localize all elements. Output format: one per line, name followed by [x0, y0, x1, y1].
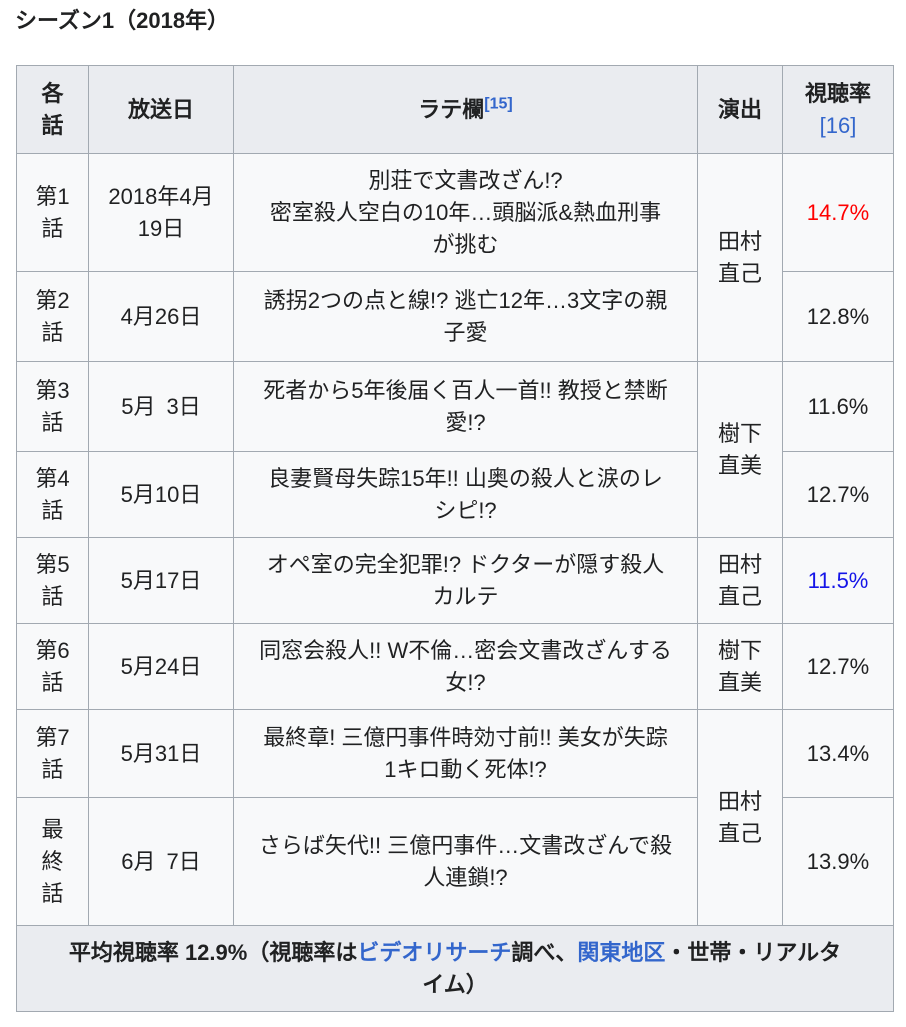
- episode-cell: 最 終 話: [16, 797, 89, 927]
- table-row: 第5 話 5月17日 オペ室の完全犯罪!? ドクターが隠す殺人 カルテ 田村 直…: [16, 537, 894, 625]
- kanto-district-link[interactable]: 関東地区: [577, 939, 666, 965]
- episode-cell: 第1 話: [16, 153, 89, 273]
- ref-15-link[interactable]: [15]: [484, 95, 513, 113]
- rating-cell: 12.8%: [782, 271, 894, 363]
- broadcast-date-cell: 4月26日: [88, 271, 234, 363]
- broadcast-date-cell: 5月24日: [88, 623, 234, 711]
- footer-text: 調べ、: [511, 939, 578, 965]
- director-cell: 樹下 直美: [697, 361, 783, 539]
- table-row: 第2 話 4月26日 誘拐2つの点と線!? 逃亡12年…3文字の親 子愛 12.…: [16, 271, 894, 363]
- broadcast-date-cell: 5月31日: [88, 709, 234, 799]
- table-row: 第1 話 2018年4月 19日 別荘で文書改ざん!? 密室殺人空白の10年…頭…: [16, 153, 894, 363]
- latte-cell: 同窓会殺人!! W不倫…密会文書改ざんする 女!?: [233, 623, 698, 711]
- episode-cell: 第3 話: [16, 361, 89, 453]
- table-row: 第4 話 5月10日 良妻賢母失踪15年!! 山奥の殺人と涙のレ シピ!? 12…: [16, 451, 894, 539]
- header-latte: ラテ欄[15]: [233, 65, 698, 155]
- director-cell: 田村 直己: [697, 709, 783, 927]
- table-footer: 平均視聴率 12.9%（視聴率はビデオリサーチ調べ、関東地区・世帯・リアルタ イ…: [16, 925, 894, 1013]
- director-cell: 田村 直己: [697, 153, 783, 363]
- header-rating-label: 視聴率: [804, 80, 871, 106]
- footer-text: 平均視聴率 12.9%（視聴率は: [68, 939, 358, 965]
- latte-cell: 死者から5年後届く百人一首!! 教授と禁断 愛!?: [233, 361, 698, 453]
- table-row: 第7 話 5月31日 最終章! 三億円事件時効寸前!! 美女が失踪 1キロ動く死…: [16, 709, 894, 927]
- header-latte-label: ラテ欄: [418, 96, 485, 122]
- header-director: 演出: [697, 65, 783, 155]
- ref-16-link[interactable]: [16]: [819, 112, 857, 138]
- latte-cell: 最終章! 三億円事件時効寸前!! 美女が失踪 1キロ動く死体!?: [233, 709, 698, 799]
- table-row: 第6 話 5月24日 同窓会殺人!! W不倫…密会文書改ざんする 女!? 樹下 …: [16, 623, 894, 711]
- episode-cell: 第6 話: [16, 623, 89, 711]
- latte-cell: 良妻賢母失踪15年!! 山奥の殺人と涙のレ シピ!?: [233, 451, 698, 539]
- episode-cell: 第5 話: [16, 537, 89, 625]
- broadcast-date-cell: 6月 7日: [88, 797, 234, 927]
- table-row: 最 終 話 6月 7日 さらば矢代!! 三億円事件…文書改ざんで殺 人連鎖!? …: [16, 797, 894, 927]
- rating-cell: 13.4%: [782, 709, 894, 799]
- latte-cell: 誘拐2つの点と線!? 逃亡12年…3文字の親 子愛: [233, 271, 698, 363]
- latte-cell: 別荘で文書改ざん!? 密室殺人空白の10年…頭脳派&熱血刑事 が挑む: [233, 153, 698, 273]
- table-footer-row: 平均視聴率 12.9%（視聴率はビデオリサーチ調べ、関東地区・世帯・リアルタ イ…: [16, 925, 894, 1013]
- episode-cell: 第7 話: [16, 709, 89, 799]
- header-rating: 視聴率 [16]: [782, 65, 894, 155]
- rating-cell: 12.7%: [782, 451, 894, 539]
- table-row: 第3 話 5月 3日 死者から5年後届く百人一首!! 教授と禁断 愛!? 樹下 …: [16, 361, 894, 539]
- broadcast-date-cell: 2018年4月 19日: [88, 153, 234, 273]
- episode-cell: 第4 話: [16, 451, 89, 539]
- header-broadcast-date: 放送日: [88, 65, 234, 155]
- episode-table: 各 話 放送日 ラテ欄[15] 演出 視聴率 [16] 第1 話 2018年4月 …: [16, 65, 894, 1013]
- video-research-link[interactable]: ビデオリサーチ: [357, 939, 512, 965]
- latte-cell: さらば矢代!! 三億円事件…文書改ざんで殺 人連鎖!?: [233, 797, 698, 927]
- rating-cell-highest: 14.7%: [782, 153, 894, 273]
- table-header-row: 各 話 放送日 ラテ欄[15] 演出 視聴率 [16]: [16, 65, 894, 155]
- section-title: シーズン1（2018年）: [15, 8, 230, 33]
- rating-cell: 11.6%: [782, 361, 894, 453]
- rating-cell: 12.7%: [782, 623, 894, 711]
- director-cell: 田村 直己: [697, 537, 783, 625]
- broadcast-date-cell: 5月 3日: [88, 361, 234, 453]
- broadcast-date-cell: 5月17日: [88, 537, 234, 625]
- director-cell: 樹下 直美: [697, 623, 783, 711]
- rating-cell: 13.9%: [782, 797, 894, 927]
- rating-cell-lowest: 11.5%: [782, 537, 894, 625]
- latte-cell: オペ室の完全犯罪!? ドクターが隠す殺人 カルテ: [233, 537, 698, 625]
- broadcast-date-cell: 5月10日: [88, 451, 234, 539]
- header-episode: 各 話: [16, 65, 89, 155]
- episode-cell: 第2 話: [16, 271, 89, 363]
- footer-text: ・世帯・リアルタ イム）: [422, 939, 842, 997]
